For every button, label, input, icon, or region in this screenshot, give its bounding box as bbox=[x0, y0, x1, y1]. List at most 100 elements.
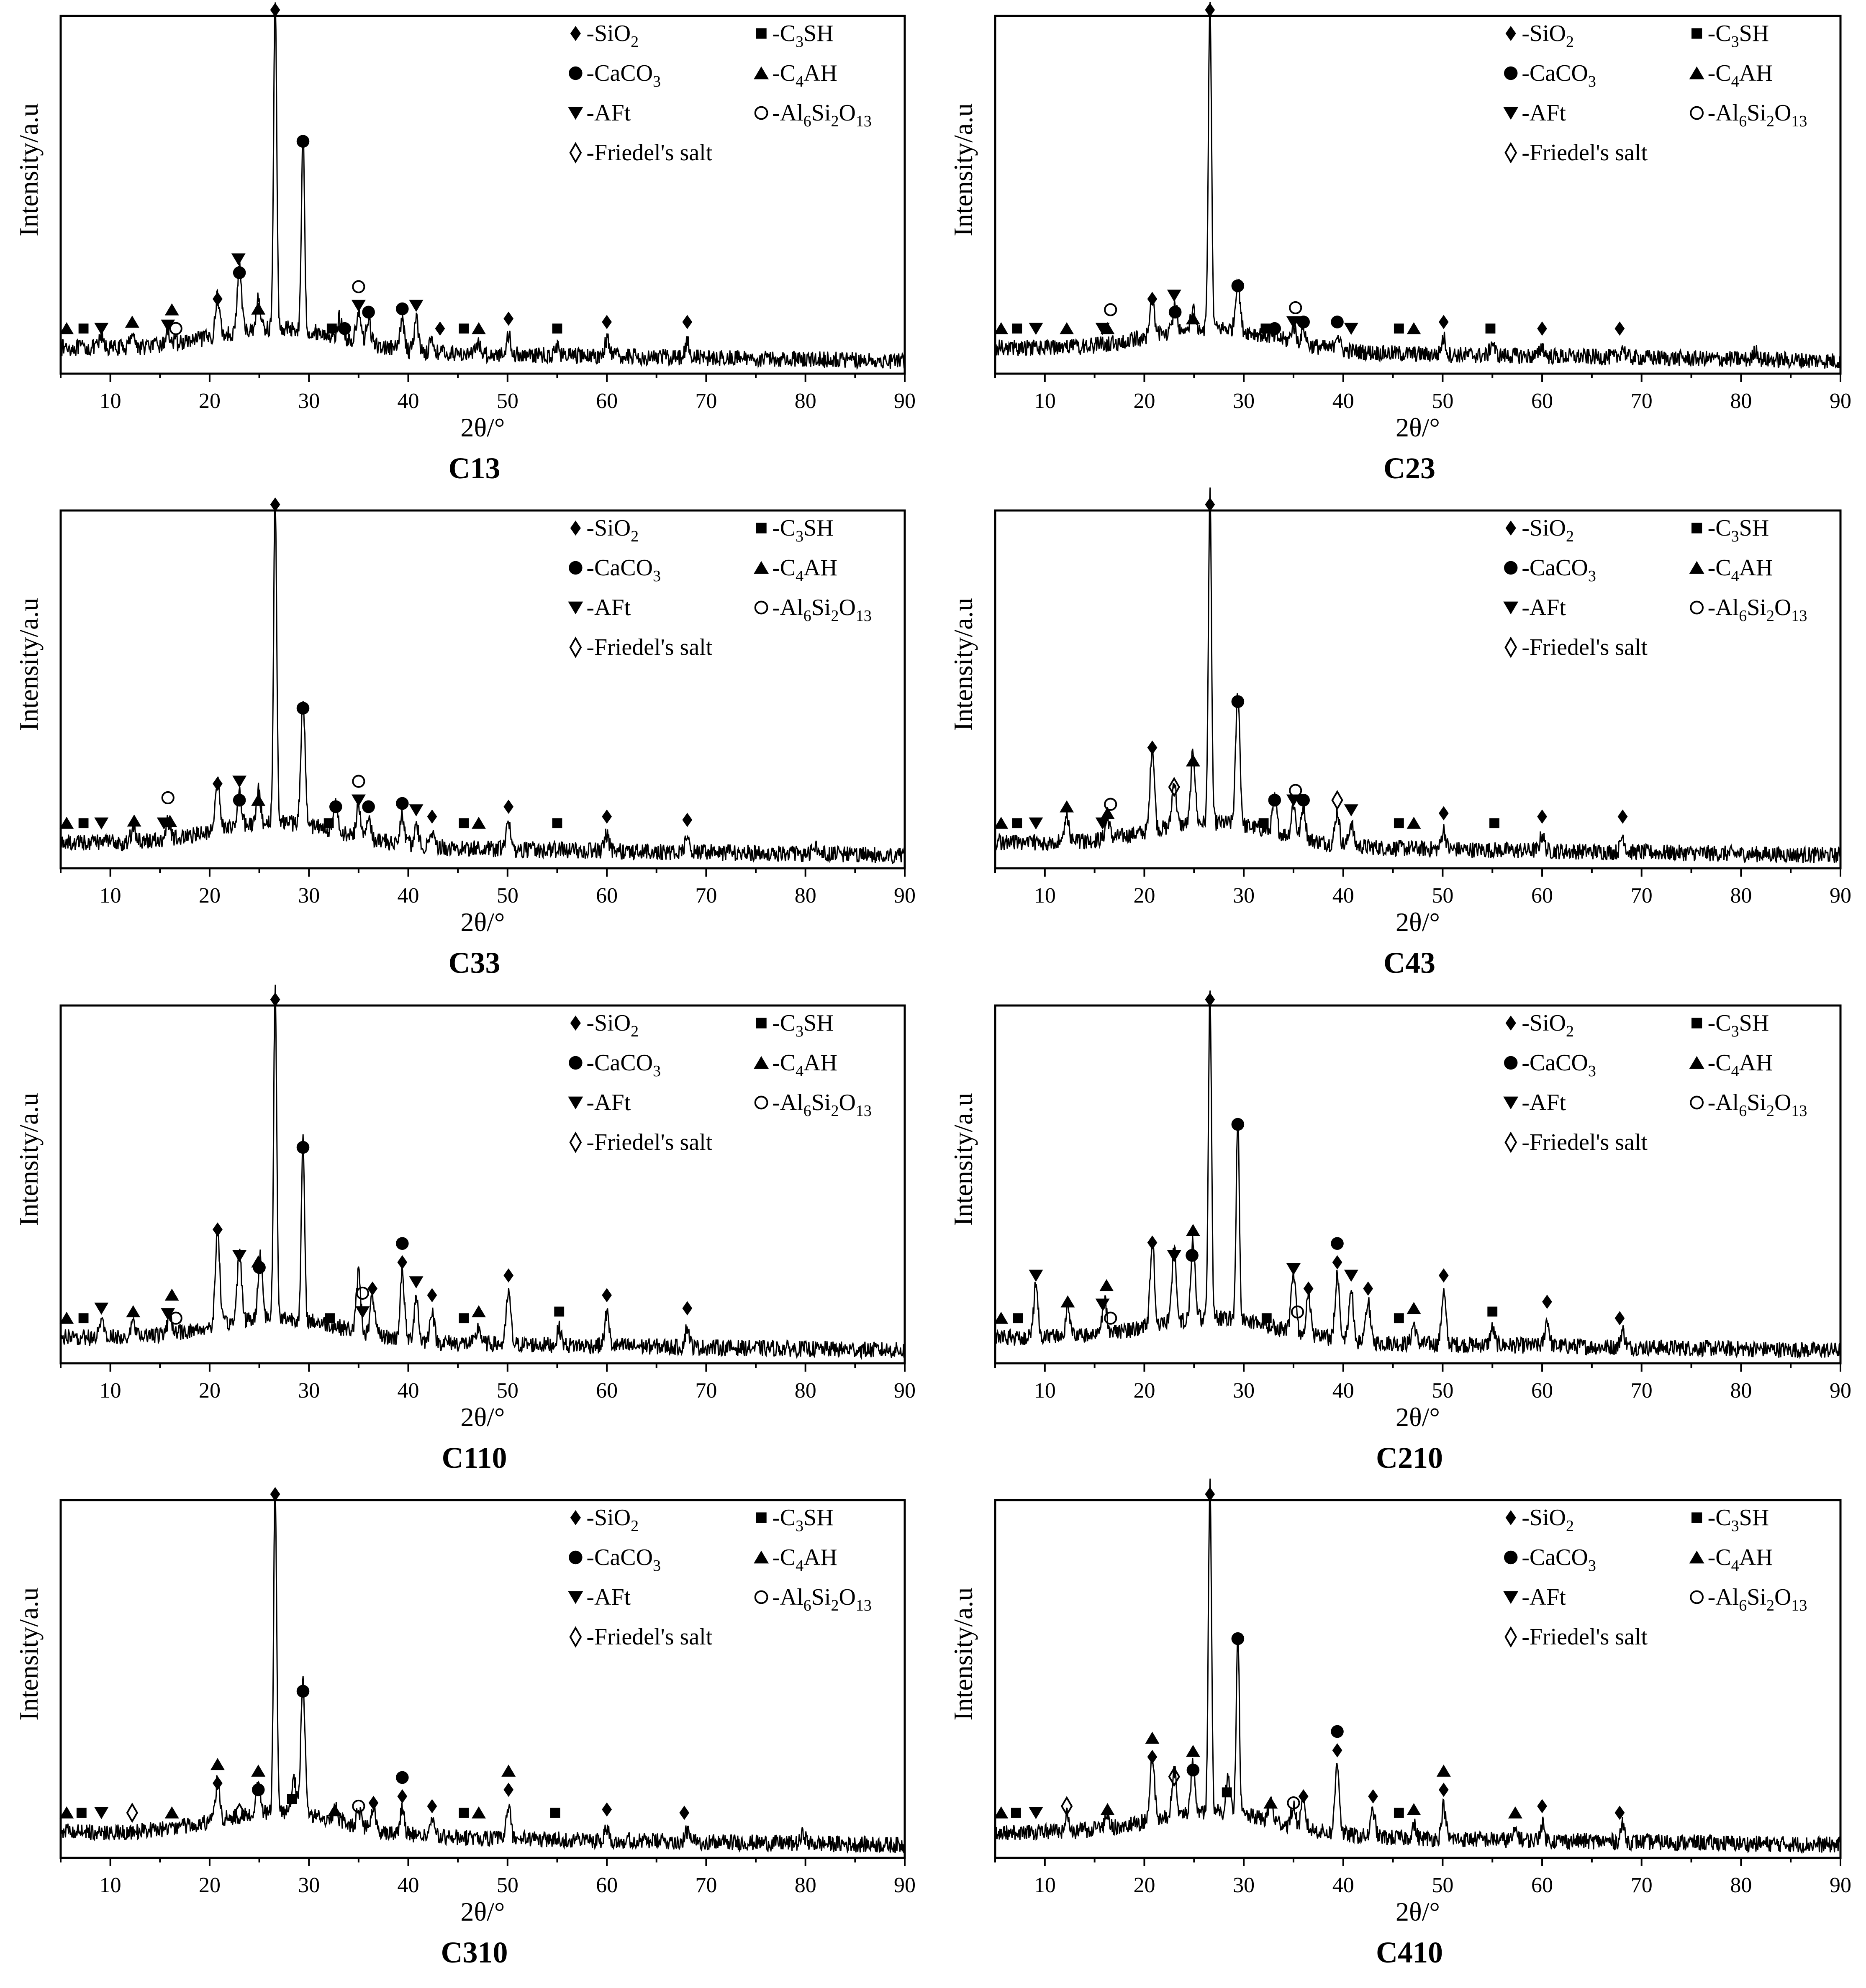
legend-label: -C3SH bbox=[1708, 1505, 1769, 1535]
legend-label-part: SH bbox=[803, 1010, 834, 1036]
legend-label: -C3SH bbox=[772, 1010, 834, 1040]
panel-title: C210 bbox=[1376, 1441, 1443, 1475]
legend-label: -C4AH bbox=[772, 555, 837, 585]
legend-label-part: -Al bbox=[772, 1090, 803, 1116]
peak-aft-marker bbox=[231, 253, 246, 266]
legend-label: -C4AH bbox=[1708, 60, 1773, 90]
peak-al6si2o13-marker bbox=[352, 1799, 365, 1813]
peak-aft-marker bbox=[1167, 290, 1181, 302]
legend-label-part: -C bbox=[1708, 1050, 1731, 1076]
x-tick-label: 10 bbox=[1034, 884, 1056, 908]
legend-label: -AFt bbox=[1522, 1090, 1566, 1116]
peak-caco3-marker bbox=[1231, 695, 1245, 708]
peak-c4ah-marker bbox=[164, 1806, 179, 1819]
x-tick-label: 20 bbox=[199, 884, 221, 908]
legend-subscript: 4 bbox=[796, 567, 803, 585]
peak-aft-marker bbox=[161, 1308, 175, 1321]
legend-label: -C3SH bbox=[1708, 21, 1769, 51]
legend-label-part: -Friedel's salt bbox=[586, 140, 712, 166]
legend-subscript: 4 bbox=[1731, 73, 1739, 90]
legend-label-part: -C bbox=[772, 515, 796, 541]
peak-caco3-marker bbox=[1268, 793, 1281, 807]
peak-aft-marker bbox=[161, 319, 175, 332]
legend-label: -Al6Si2O13 bbox=[772, 1584, 872, 1614]
legend-label: -C3SH bbox=[1708, 515, 1769, 545]
peak-sio2-marker bbox=[682, 813, 693, 827]
legend-label-part: AH bbox=[803, 60, 837, 86]
x-tick-label: 60 bbox=[596, 389, 618, 413]
x-tick-label: 10 bbox=[100, 389, 121, 413]
legend-label-part: -Al bbox=[1708, 100, 1739, 126]
legend-label-part: Si bbox=[1747, 595, 1766, 621]
legend-item-c3sh: -C3SH bbox=[756, 21, 834, 51]
legend-subscript: 6 bbox=[1739, 607, 1747, 625]
x-axis-label: 2θ/° bbox=[460, 1897, 505, 1926]
legend-subscript: 2 bbox=[1566, 1517, 1574, 1535]
peak-sio2-marker bbox=[1298, 1789, 1309, 1803]
legend-label-part: -AFt bbox=[1522, 1090, 1566, 1116]
legend-label-part: -Friedel's salt bbox=[1522, 140, 1648, 166]
x-tick-label: 90 bbox=[1830, 1873, 1851, 1897]
legend: -SiO2 -C3SH-CaCO3 -C4AH-AFt -Al6Si2O13-Frie… bbox=[1503, 515, 1807, 660]
legend-label-part: -AFt bbox=[586, 595, 631, 621]
legend-subscript: 3 bbox=[796, 33, 803, 51]
peak-caco3-marker bbox=[296, 1685, 310, 1698]
peak-al6si2o13-marker bbox=[1104, 303, 1117, 316]
legend-label: -CaCO3 bbox=[586, 60, 661, 90]
legend-label: -Friedel's salt bbox=[1522, 140, 1648, 166]
legend-label: -C3SH bbox=[772, 21, 834, 51]
legend-label: -C4AH bbox=[772, 60, 837, 90]
x-tick-label: 40 bbox=[398, 884, 419, 908]
legend-caco3-marker bbox=[1504, 1056, 1518, 1070]
legend-label: -SiO2 bbox=[586, 1010, 639, 1040]
x-tick-label: 70 bbox=[695, 389, 717, 413]
legend-subscript: 2 bbox=[831, 113, 839, 130]
peak-sio2-marker bbox=[1332, 1743, 1342, 1758]
legend-label-part: AH bbox=[803, 555, 837, 581]
legend-label: -Friedel's salt bbox=[586, 1624, 712, 1650]
peak-caco3-marker bbox=[296, 702, 310, 715]
peak-c4ah-marker bbox=[1099, 1279, 1114, 1291]
x-tick-label: 50 bbox=[497, 389, 518, 413]
peak-c3sh-marker bbox=[325, 1313, 335, 1324]
legend-c3sh-marker bbox=[1691, 1018, 1702, 1029]
peak-aft-marker bbox=[1029, 323, 1043, 335]
plot-frame bbox=[59, 509, 906, 870]
peak-sio2-marker bbox=[1205, 992, 1215, 1007]
peak-aft-marker bbox=[1344, 323, 1358, 335]
legend-item-sio2: -SiO2 bbox=[570, 21, 639, 51]
legend-label-part: -C bbox=[772, 1050, 796, 1076]
legend-al6si2o13-marker bbox=[754, 106, 768, 120]
legend-caco3-marker bbox=[569, 561, 583, 575]
x-tick-label: 10 bbox=[100, 1873, 121, 1897]
x-tick-label: 70 bbox=[695, 884, 717, 908]
peak-c3sh-marker bbox=[554, 1306, 565, 1317]
peak-sio2-marker bbox=[1438, 806, 1449, 821]
legend-subscript: 2 bbox=[831, 607, 839, 625]
legend-aft-marker bbox=[1503, 1591, 1519, 1604]
legend-al6si2o13-marker bbox=[754, 600, 768, 615]
legend-label: -CaCO3 bbox=[1522, 1050, 1596, 1080]
legend-sio2-marker bbox=[570, 521, 581, 536]
x-tick-label: 40 bbox=[398, 1379, 419, 1403]
peak-caco3-marker bbox=[1186, 1249, 1199, 1262]
legend-label-part: -AFt bbox=[1522, 100, 1566, 126]
peak-aft-marker bbox=[94, 817, 109, 830]
legend-item-aft: -AFt bbox=[568, 1090, 631, 1116]
xrd-panel-c310: 10 20 30 40 50 60 70 80 90 2θ/° Intensity/a.u C310 -… bbox=[14, 1487, 916, 1969]
peak-c4ah-marker bbox=[501, 1764, 516, 1777]
peak-aft-marker bbox=[355, 1306, 370, 1318]
x-tick-label: 80 bbox=[1730, 1379, 1752, 1403]
legend-caco3-marker bbox=[1504, 66, 1518, 80]
peak-c4ah-marker bbox=[1100, 807, 1115, 819]
peak-c4ah-marker bbox=[59, 1311, 74, 1324]
peak-aft-marker bbox=[1095, 817, 1110, 830]
legend-subscript: 6 bbox=[803, 113, 811, 130]
peak-aft-marker bbox=[1167, 1250, 1181, 1262]
xrd-panel-c110: 10 20 30 40 50 60 70 80 90 2θ/° Intensity/a.u C110 -… bbox=[14, 985, 916, 1475]
x-tick-label: 30 bbox=[1233, 1873, 1255, 1897]
legend-label-part: -C bbox=[772, 555, 796, 581]
legend-label: -Al6Si2O13 bbox=[1708, 100, 1807, 130]
legend-label: -Al6Si2O13 bbox=[772, 1090, 872, 1120]
legend-label: -Friedel's salt bbox=[1522, 1624, 1648, 1650]
